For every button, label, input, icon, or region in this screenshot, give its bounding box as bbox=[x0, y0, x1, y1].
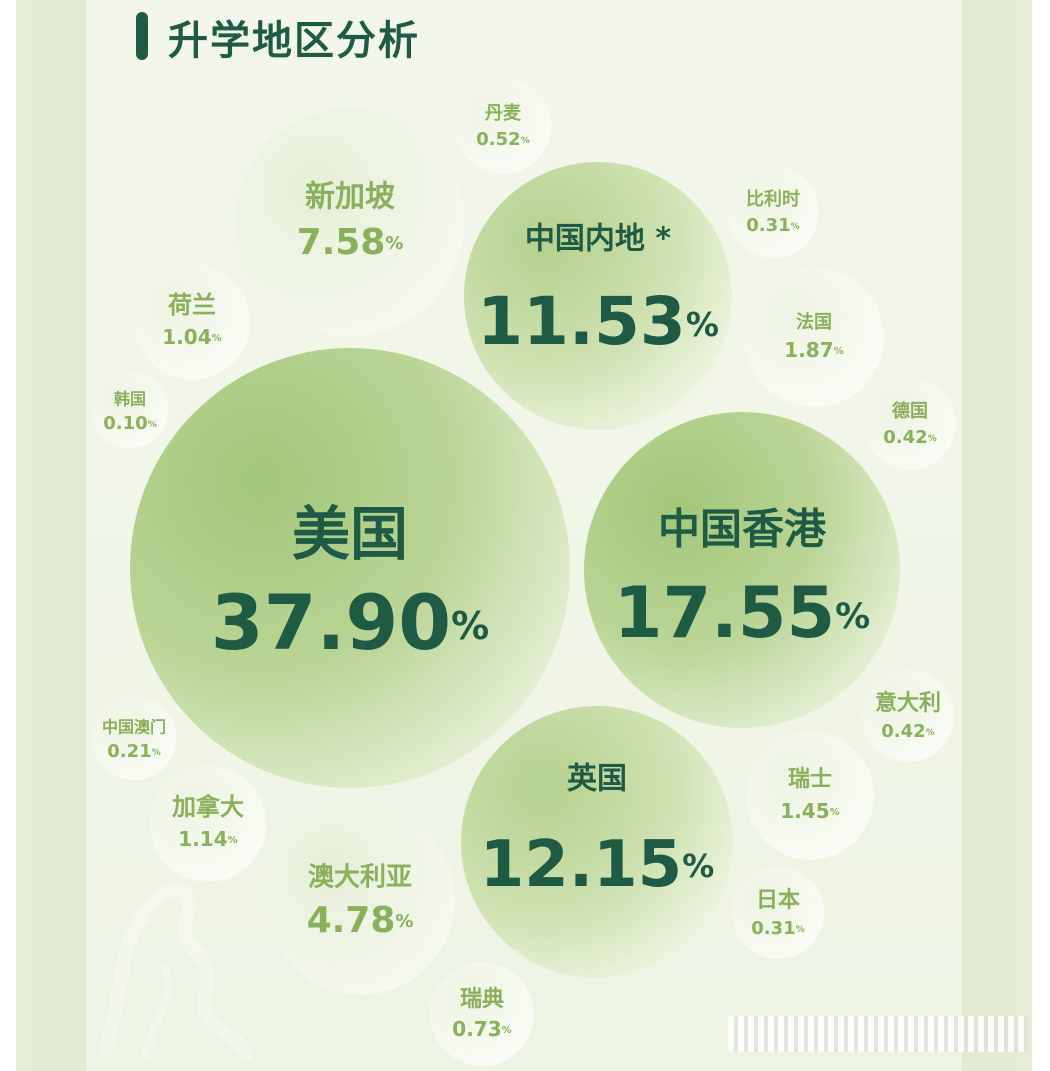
bubble-9: 加拿大 1.14% bbox=[150, 766, 266, 882]
bubble-label: 丹麦 bbox=[485, 102, 522, 124]
bubble-circle bbox=[430, 962, 534, 1066]
watermark-blur bbox=[728, 1016, 1028, 1052]
bubble-label: 新加坡 bbox=[305, 180, 395, 215]
bubble-circle bbox=[265, 805, 455, 995]
bubble-label: 比利时 bbox=[746, 188, 800, 210]
bubble-circle bbox=[461, 706, 733, 978]
left-margin-strip bbox=[0, 0, 86, 1071]
bubble-7: 法国 1.87% bbox=[744, 267, 884, 407]
bubble-label: 德国 bbox=[892, 400, 928, 422]
right-margin-strip bbox=[962, 0, 1050, 1071]
bubble-label: 美国 bbox=[292, 500, 408, 568]
bubble-circle bbox=[746, 732, 874, 860]
bubble-4: 中国内地 * 11.53% bbox=[464, 162, 732, 430]
bubble-label: 中国香港 bbox=[658, 505, 827, 554]
bubble-label: 中国澳门 bbox=[102, 718, 166, 737]
title-accent-bar bbox=[136, 12, 148, 60]
bubble-value: 0.21% bbox=[107, 741, 160, 762]
bubble-13: 德国 0.42% bbox=[864, 378, 956, 470]
bubble-circle bbox=[150, 766, 266, 882]
bubble-circle bbox=[455, 78, 551, 174]
bubble-label: 英国 bbox=[567, 762, 627, 797]
bubble-circle bbox=[744, 267, 884, 407]
bubble-value: 17.55% bbox=[614, 572, 871, 654]
bubble-11: 瑞典 0.73% bbox=[430, 962, 534, 1066]
bubble-value: 1.04% bbox=[162, 325, 221, 349]
bubble-value: 7.58% bbox=[297, 222, 404, 263]
bubble-circle bbox=[92, 372, 168, 448]
bubble-value: 0.73% bbox=[452, 1017, 511, 1041]
bubble-14: 意大利 0.42% bbox=[862, 670, 954, 762]
bubble-16: 日本 0.31% bbox=[732, 867, 824, 959]
bubble-label: 中国内地 * bbox=[525, 222, 671, 257]
bubble-17: 中国澳门 0.21% bbox=[92, 696, 176, 780]
bubble-10: 荷兰 1.04% bbox=[134, 264, 250, 380]
bubble-value: 11.53% bbox=[477, 283, 719, 360]
bubble-label: 加拿大 bbox=[172, 793, 244, 821]
bubble-label: 日本 bbox=[756, 888, 800, 913]
bubble-5: 新加坡 7.58% bbox=[236, 108, 464, 336]
bubble-label: 瑞士 bbox=[788, 767, 832, 792]
bubble-3: 英国 12.15% bbox=[461, 706, 733, 978]
bubble-value: 0.10% bbox=[103, 413, 156, 434]
bubble-6: 澳大利亚 4.78% bbox=[265, 805, 455, 995]
bubble-value: 0.42% bbox=[881, 721, 934, 742]
bubble-value: 12.15% bbox=[480, 828, 715, 902]
bubble-1: 美国 37.90% bbox=[130, 348, 570, 788]
bubble-label: 韩国 bbox=[114, 390, 146, 409]
bubble-label: 意大利 bbox=[875, 690, 941, 716]
bubble-value: 1.87% bbox=[784, 338, 843, 362]
bubble-circle bbox=[236, 108, 464, 336]
bubble-8: 瑞士 1.45% bbox=[746, 732, 874, 860]
bubble-value: 0.31% bbox=[751, 918, 804, 939]
chart-title: 升学地区分析 bbox=[168, 18, 420, 64]
bubble-circle bbox=[727, 166, 819, 258]
bubble-value: 0.52% bbox=[476, 129, 529, 150]
bubble-value: 1.45% bbox=[780, 799, 839, 823]
bubble-circle bbox=[134, 264, 250, 380]
bubble-15: 比利时 0.31% bbox=[727, 166, 819, 258]
bubble-circle bbox=[92, 696, 176, 780]
brush-decoration-icon bbox=[99, 882, 253, 1060]
bubble-value: 4.78% bbox=[307, 900, 414, 941]
bubble-circle bbox=[862, 670, 954, 762]
bubble-circle bbox=[464, 162, 732, 430]
bubble-12: 丹麦 0.52% bbox=[455, 78, 551, 174]
bubble-value: 1.14% bbox=[178, 827, 237, 851]
bubble-label: 荷兰 bbox=[168, 291, 216, 319]
bubble-circle bbox=[732, 867, 824, 959]
bubble-18: 韩国 0.10% bbox=[92, 372, 168, 448]
bubble-value: 37.90% bbox=[211, 578, 489, 667]
bubble-value: 0.31% bbox=[746, 215, 799, 236]
bubble-circle bbox=[584, 412, 900, 728]
bubble-2: 中国香港 17.55% bbox=[584, 412, 900, 728]
bubble-label: 法国 bbox=[796, 311, 832, 333]
bubble-circle bbox=[864, 378, 956, 470]
bubble-label: 澳大利亚 bbox=[308, 863, 412, 893]
bubble-value: 0.42% bbox=[883, 427, 936, 448]
bubble-label: 瑞典 bbox=[460, 987, 504, 1012]
bubble-circle bbox=[130, 348, 570, 788]
